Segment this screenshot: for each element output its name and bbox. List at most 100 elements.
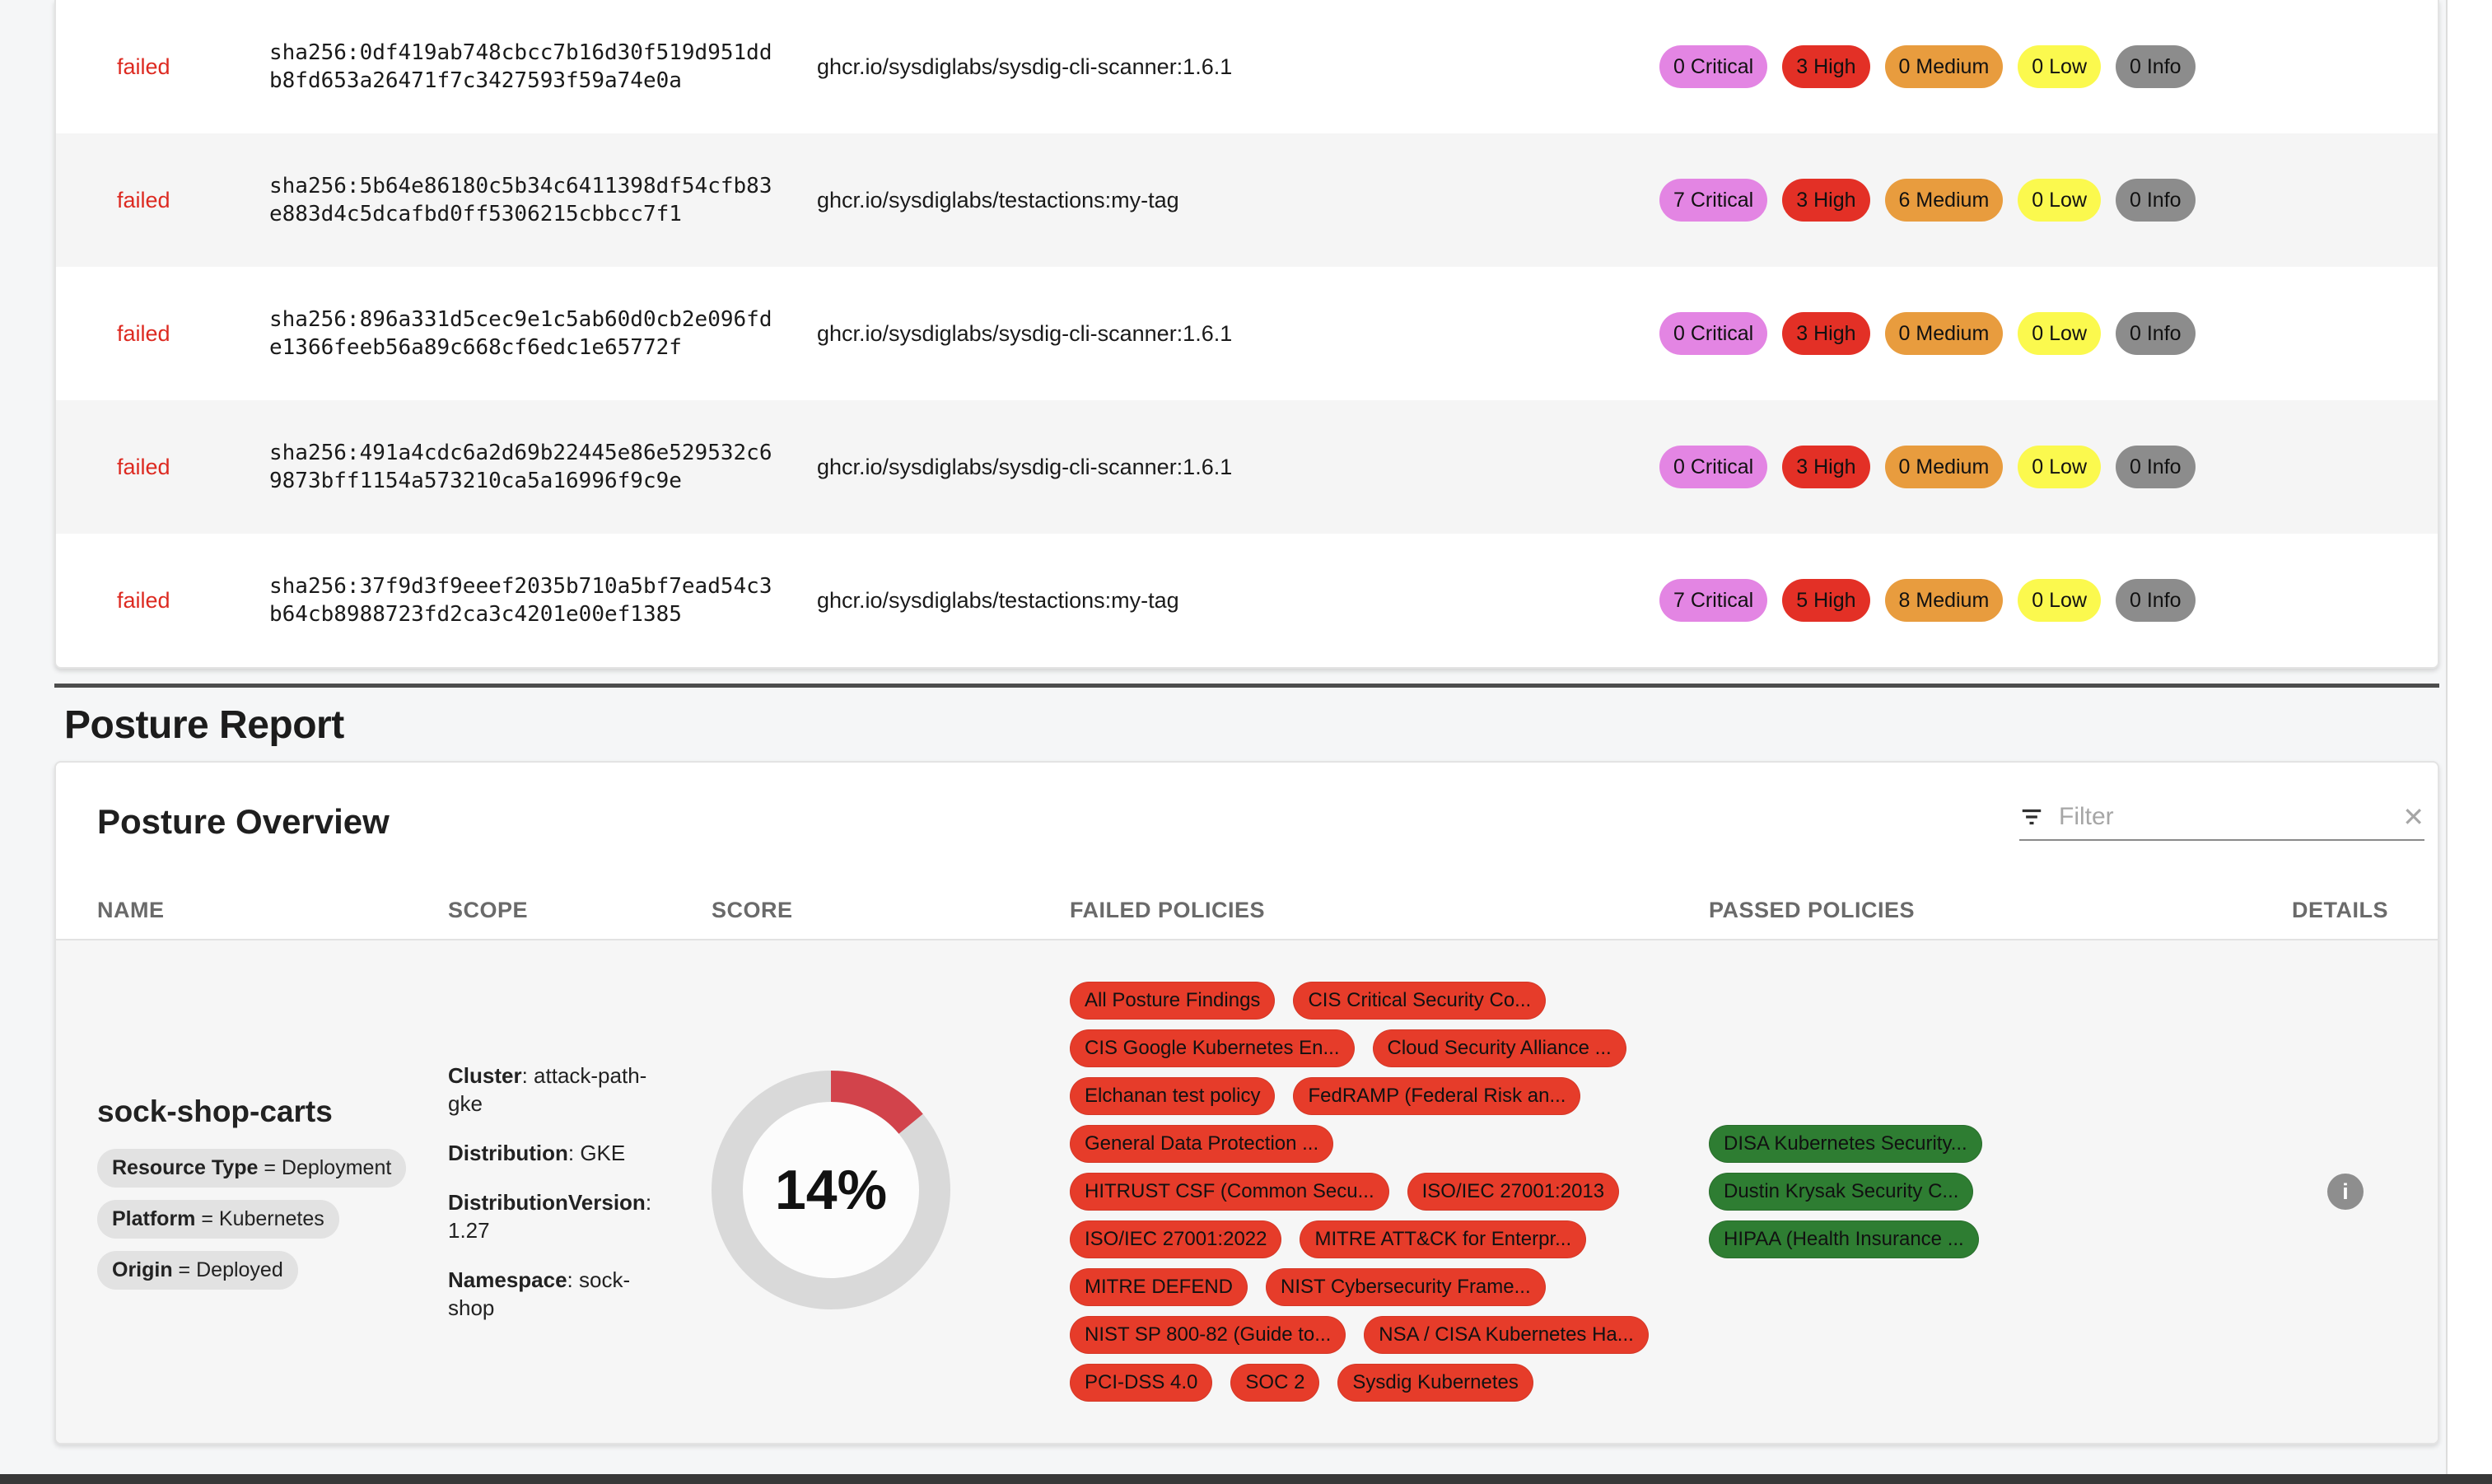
failed-policy-pill: Elchanan test policy [1070,1077,1276,1115]
severity-badges: 7 Critical 5 High 8 Medium 0 Low 0 Info [1659,579,2438,622]
failed-policy-pill: All Posture Findings [1070,982,1276,1020]
scan-result-row: failed sha256:896a331d5cec9e1c5ab60d0cb2… [56,267,2438,400]
failed-policy-pill: General Data Protection ... [1070,1125,1334,1163]
high-count-badge: 5 High [1782,579,1870,622]
scan-status: failed [117,587,170,613]
failed-policy-pill: ISO/IEC 27001:2013 [1407,1173,1620,1211]
scan-status: failed [117,187,170,212]
resource-tags: Resource Type = Deployment Platform = Ku… [97,1148,418,1290]
low-count-badge: 0 Low [2018,312,2101,355]
failed-policy-pill: NIST SP 800-82 (Guide to... [1070,1316,1346,1354]
severity-badges: 0 Critical 3 High 0 Medium 0 Low 0 Info [1659,446,2438,488]
low-count-badge: 0 Low [2018,179,2101,222]
scan-status: failed [117,454,170,479]
failed-policy-pill: FedRAMP (Federal Risk an... [1293,1077,1581,1115]
low-count-badge: 0 Low [2018,579,2101,622]
resource-tag: Platform = Kubernetes [97,1199,339,1239]
posture-card-header: Posture Overview ✕ [56,763,2438,881]
failed-policy-pill: CIS Critical Security Co... [1293,982,1547,1020]
image-name: ghcr.io/sysdiglabs/sysdig-cli-scanner:1.… [817,54,1233,79]
scrollbar-track [2446,0,2492,1474]
window-bottom-edge [0,1474,2492,1484]
info-icon[interactable]: i [2327,1174,2364,1210]
medium-count-badge: 6 Medium [1884,179,2004,222]
posture-table-header: NAME SCOPE SCORE FAILED POLICIES PASSED … [56,881,2438,940]
critical-count-badge: 0 Critical [1659,312,1768,355]
image-name: ghcr.io/sysdiglabs/testactions:my-tag [817,187,1179,212]
critical-count-badge: 7 Critical [1659,179,1768,222]
image-digest: sha256:896a331d5cec9e1c5ab60d0cb2e096fd … [269,307,772,360]
failed-policy-pill: HITRUST CSF (Common Secu... [1070,1173,1389,1211]
posture-overview-card: Posture Overview ✕ NAME SCOPE SCORE FAIL… [54,761,2439,1444]
scan-status: failed [117,320,170,346]
filter-input-group: ✕ [2019,803,2424,841]
clear-filter-icon[interactable]: ✕ [2402,802,2424,832]
scope-entry: Distribution: GKE [448,1141,626,1165]
scope-cell: Cluster: attack-path-gke Distribution: G… [418,1062,682,1322]
posture-overview-title: Posture Overview [97,802,390,841]
scan-results-table: failed sha256:0df419ab748cbcc7b16d30f519… [54,0,2439,669]
severity-badges: 0 Critical 3 High 0 Medium 0 Low 0 Info [1659,312,2438,355]
failed-policy-pill: MITRE DEFEND [1070,1268,1248,1306]
failed-policy-pill: Cloud Security Alliance ... [1372,1029,1626,1067]
failed-policy-pill: NSA / CISA Kubernetes Ha... [1364,1316,1649,1354]
critical-count-badge: 7 Critical [1659,579,1768,622]
resource-tag: Origin = Deployed [97,1250,298,1290]
filter-input[interactable] [2059,803,2388,831]
medium-count-badge: 0 Medium [1884,446,2004,488]
details-cell: i [2256,1174,2438,1210]
failed-policy-pill: MITRE ATT&CK for Enterpr... [1300,1220,1587,1258]
filter-icon [2022,809,2042,825]
passed-policy-pill: Dustin Krysak Security C... [1709,1173,1974,1211]
high-count-badge: 3 High [1782,45,1870,88]
info-count-badge: 0 Info [2116,312,2196,355]
medium-count-badge: 0 Medium [1884,312,2004,355]
failed-policy-pill: ISO/IEC 27001:2022 [1070,1220,1282,1258]
high-count-badge: 3 High [1782,179,1870,222]
failed-policy-pill: CIS Google Kubernetes En... [1070,1029,1355,1067]
info-count-badge: 0 Info [2116,179,2196,222]
scan-result-row: failed sha256:0df419ab748cbcc7b16d30f519… [56,0,2438,133]
score-cell: 14% [682,1070,1040,1314]
severity-badges: 7 Critical 3 High 6 Medium 0 Low 0 Info [1659,179,2438,222]
column-header-score: SCORE [712,897,793,922]
scan-result-row: failed sha256:37f9d3f9eeef2035b710a5bf7e… [56,534,2438,667]
image-name: ghcr.io/sysdiglabs/sysdig-cli-scanner:1.… [817,320,1233,346]
score-donut: 14% [712,1070,950,1309]
failed-policy-pill: SOC 2 [1230,1364,1320,1402]
failed-policy-pill: Sysdig Kubernetes [1337,1364,1533,1402]
severity-badges: 0 Critical 3 High 0 Medium 0 Low 0 Info [1659,45,2438,88]
failed-policies-cell: All Posture Findings CIS Critical Securit… [1040,982,1679,1402]
info-count-badge: 0 Info [2116,579,2196,622]
low-count-badge: 0 Low [2018,45,2101,88]
image-name: ghcr.io/sysdiglabs/testactions:my-tag [817,587,1179,613]
passed-policies-cell: DISA Kubernetes Security... Dustin Krysak… [1679,1125,2256,1258]
resource-name-cell: sock-shop-carts Resource Type = Deployme… [56,1094,418,1290]
critical-count-badge: 0 Critical [1659,446,1768,488]
column-header-passed-policies: PASSED POLICIES [1709,897,1916,922]
scan-result-row: failed sha256:491a4cdc6a2d69b22445e86e52… [56,400,2438,534]
image-name: ghcr.io/sysdiglabs/sysdig-cli-scanner:1.… [817,454,1233,479]
section-divider [54,684,2439,688]
info-count-badge: 0 Info [2116,45,2196,88]
image-digest: sha256:0df419ab748cbcc7b16d30f519d951dd … [269,40,772,93]
image-digest: sha256:5b64e86180c5b34c6411398df54cfb83 … [269,174,772,226]
failed-policy-pill: NIST Cybersecurity Frame... [1266,1268,1546,1306]
column-header-failed-policies: FAILED POLICIES [1070,897,1266,922]
passed-policy-pill: DISA Kubernetes Security... [1709,1125,1982,1163]
critical-count-badge: 0 Critical [1659,45,1768,88]
medium-count-badge: 0 Medium [1884,45,2004,88]
column-header-details: DETAILS [2292,897,2388,922]
image-digest: sha256:37f9d3f9eeef2035b710a5bf7ead54c3 … [269,574,772,627]
column-header-name: NAME [97,897,165,922]
scan-result-row: failed sha256:5b64e86180c5b34c6411398df5… [56,133,2438,267]
scan-status: failed [117,54,170,79]
failed-policy-pill: PCI-DSS 4.0 [1070,1364,1213,1402]
high-count-badge: 3 High [1782,446,1870,488]
scope-entry: Cluster: attack-path-gke [448,1063,647,1116]
medium-count-badge: 8 Medium [1884,579,2004,622]
column-header-scope: SCOPE [448,897,529,922]
posture-table-row: sock-shop-carts Resource Type = Deployme… [56,940,2438,1443]
resource-tag: Resource Type = Deployment [97,1148,407,1188]
passed-policy-pill: HIPAA (Health Insurance ... [1709,1220,1979,1258]
